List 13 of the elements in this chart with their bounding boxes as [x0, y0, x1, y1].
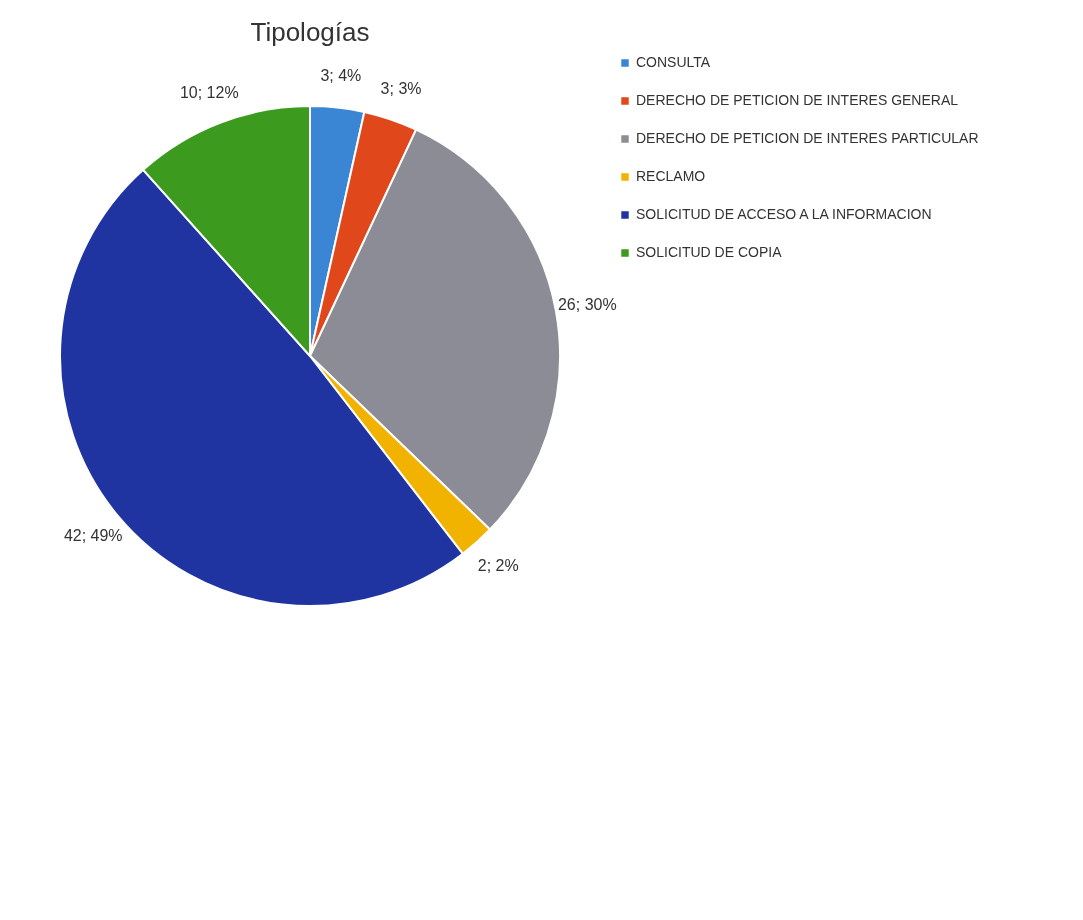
- legend-label: DERECHO DE PETICION DE INTERES GENERAL: [636, 92, 959, 108]
- data-label: 26; 30%: [557, 295, 617, 313]
- legend-label: DERECHO DE PETICION DE INTERES PARTICULAR: [636, 130, 979, 146]
- data-label: 3; 3%: [380, 80, 422, 98]
- legend-label: CONSULTA: [636, 54, 711, 70]
- data-label: 42; 49%: [63, 527, 123, 545]
- data-label: 10; 12%: [179, 83, 239, 101]
- chart-title: Tipologías: [250, 17, 370, 47]
- data-label: 2; 2%: [477, 557, 519, 575]
- legend-label: SOLICITUD DE ACCESO A LA INFORMACION: [636, 206, 932, 222]
- legend-label: RECLAMO: [636, 168, 706, 184]
- data-label: 3; 4%: [320, 66, 362, 84]
- legend-label: SOLICITUD DE COPIA: [636, 244, 783, 260]
